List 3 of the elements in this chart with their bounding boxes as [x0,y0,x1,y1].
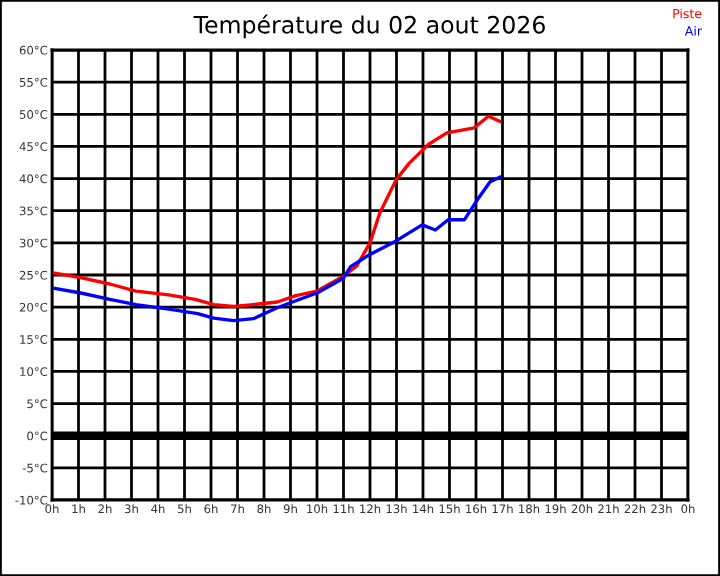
chart-title: Température du 02 aout 2026 [193,14,545,39]
line-series [52,114,502,309]
line-series [52,175,502,323]
